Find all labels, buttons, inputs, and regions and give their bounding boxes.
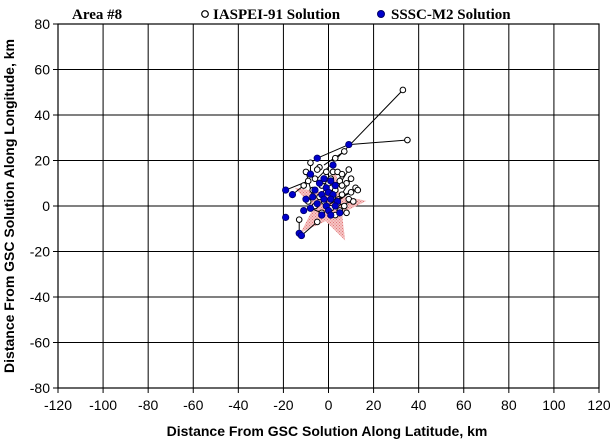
sssc-point <box>309 193 317 201</box>
sssc-point <box>318 211 326 219</box>
iaspei-point <box>347 189 355 196</box>
y-tick-label: -40 <box>30 289 50 305</box>
reference-star <box>294 168 367 241</box>
y-tick-label: 40 <box>34 107 50 123</box>
y-tick-labels: 80 60 40 20 0 -20 -40 -60 -80 <box>30 16 50 396</box>
sssc-point <box>313 154 321 162</box>
legend-label-iaspei: IASPEI-91 Solution <box>213 7 341 23</box>
sssc-point <box>320 175 328 183</box>
sssc-point <box>327 211 335 219</box>
x-tick-label: 60 <box>456 397 472 413</box>
iaspei-point <box>331 154 339 162</box>
x-tick-label: -20 <box>273 397 293 413</box>
x-tick-label: 100 <box>542 397 566 413</box>
sssc-point <box>327 195 335 203</box>
y-tick-label: -60 <box>30 335 50 351</box>
x-tick-label: -40 <box>228 397 248 413</box>
sssc-point <box>300 206 308 215</box>
chart-title: Area #8 <box>72 7 122 23</box>
iaspei-point <box>345 166 353 173</box>
sssc-point <box>315 179 324 187</box>
y-tick-label: 80 <box>34 16 50 32</box>
sssc-point <box>336 209 344 217</box>
sssc-point <box>282 213 290 221</box>
iaspei-point <box>300 182 308 189</box>
legend-label-sssc: SSSC-M2 Solution <box>391 7 511 23</box>
iaspei-point <box>295 216 303 223</box>
legend: IASPEI-91 Solution SSSC-M2 Solution <box>201 7 511 23</box>
iaspei-point <box>311 175 319 182</box>
plot-frame <box>57 23 600 389</box>
sssc-point <box>345 140 353 149</box>
x-tick-label: 40 <box>411 397 427 413</box>
iaspei-point <box>307 159 314 167</box>
sssc-point <box>306 170 315 178</box>
iaspei-point <box>338 191 346 198</box>
y-tick-label: 60 <box>34 62 50 78</box>
sssc-point <box>282 186 290 194</box>
x-tick-label: -120 <box>44 397 72 413</box>
sssc-point <box>329 161 337 169</box>
sssc-point <box>297 231 306 240</box>
y-tick-label: -80 <box>30 380 50 396</box>
x-tick-label: -60 <box>183 397 203 413</box>
x-tick-labels: -120 -100 -80 -60 -40 -20 0 20 40 60 80 100 120 <box>44 397 610 413</box>
y-tick-label: 20 <box>34 153 50 169</box>
iaspei-markers <box>295 86 411 226</box>
x-tick-label: 20 <box>366 397 382 413</box>
iaspei-point <box>354 186 362 194</box>
connector-line <box>317 144 349 159</box>
y-tick-label: 0 <box>42 198 50 214</box>
iaspei-point <box>340 202 348 210</box>
iaspei-point <box>349 198 357 205</box>
x-tick-label: 80 <box>501 397 517 413</box>
sssc-point <box>306 204 315 212</box>
sssc-point <box>320 195 328 203</box>
x-tick-label: 120 <box>587 397 610 413</box>
iaspei-point <box>313 166 321 173</box>
iaspei-point <box>343 209 350 217</box>
iaspei-point <box>304 177 312 185</box>
iaspei-point <box>340 148 348 155</box>
x-axis-label: Distance From GSC Solution Along Latitud… <box>167 423 488 439</box>
iaspei-point <box>338 170 346 178</box>
iaspei-point <box>313 218 321 226</box>
sssc-point <box>288 191 297 199</box>
sssc-point <box>331 202 339 210</box>
connector-line <box>348 139 408 146</box>
legend-marker-sssc <box>377 10 385 18</box>
iaspei-point <box>322 168 330 176</box>
y-axis-label: Distance From GSC Solution Along Longitu… <box>1 39 17 373</box>
x-tick-label: -80 <box>138 397 158 413</box>
y-tick-label: -20 <box>30 244 50 260</box>
x-tick-label: -100 <box>89 397 117 413</box>
sssc-point <box>311 186 319 194</box>
iaspei-point <box>399 86 407 94</box>
iaspei-point <box>404 136 411 144</box>
sssc-point <box>313 200 321 208</box>
legend-marker-iaspei <box>201 10 209 18</box>
x-tick-label: 0 <box>325 397 333 413</box>
sssc-point <box>302 195 310 203</box>
iaspei-point <box>338 182 346 189</box>
sssc-point <box>331 181 339 190</box>
sssc-point <box>327 177 335 185</box>
sssc-markers <box>282 140 353 240</box>
iaspei-point <box>347 175 355 182</box>
